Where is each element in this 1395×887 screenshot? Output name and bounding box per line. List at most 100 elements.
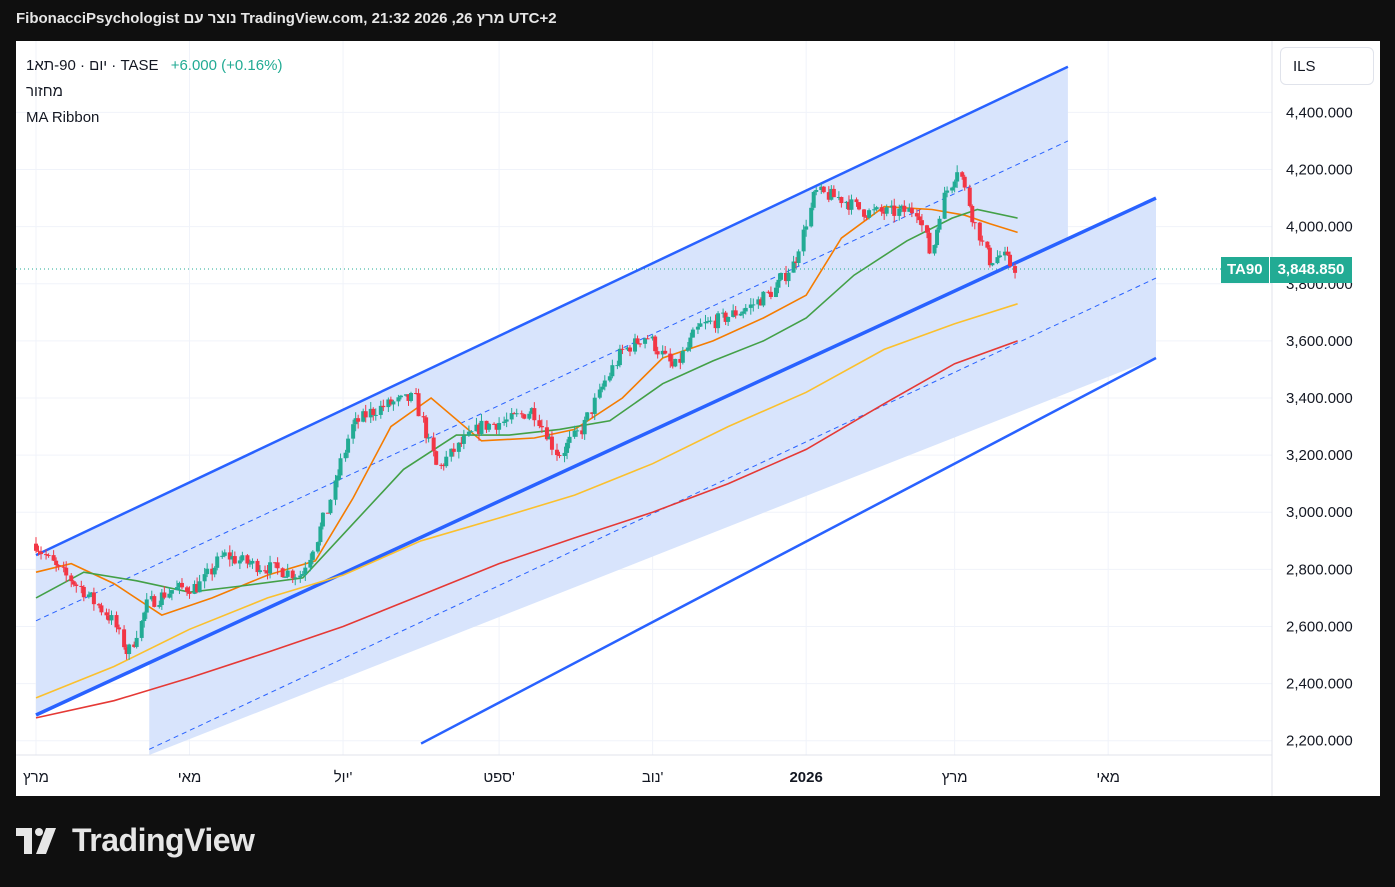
candle-body xyxy=(421,416,426,418)
candle-body xyxy=(89,592,94,595)
candle-body xyxy=(872,209,877,211)
tradingview-logo[interactable]: TradingView xyxy=(16,822,255,859)
candle-body xyxy=(899,205,904,209)
candle-body xyxy=(174,587,179,591)
y-tick-label: 3,400.000 xyxy=(1286,390,1353,407)
candle-body xyxy=(600,386,605,390)
candle-body xyxy=(809,207,814,227)
candle-body xyxy=(602,380,607,387)
candle-body xyxy=(582,419,587,435)
candle-body xyxy=(273,562,278,564)
candle-body xyxy=(678,358,683,363)
candle-body xyxy=(967,187,972,206)
candle-body xyxy=(627,347,632,352)
candle-body xyxy=(620,348,625,350)
currency-button[interactable]: ILS xyxy=(1280,47,1374,85)
candle-body xyxy=(197,581,202,593)
candle-body xyxy=(431,437,436,452)
symbol-row[interactable]: 1יום · 90-תא · TASE +6.000 (+0.16%) xyxy=(26,53,282,79)
channel-upper-line xyxy=(35,65,1069,557)
candle-body xyxy=(645,338,650,340)
candle-body xyxy=(250,560,255,564)
candle-body xyxy=(597,389,602,398)
candle-body xyxy=(185,587,190,592)
y-tick-label: 4,200.000 xyxy=(1286,162,1353,179)
candle-body xyxy=(625,347,630,350)
candle-body xyxy=(867,210,872,218)
candle-body xyxy=(86,594,91,598)
x-tick-label: 2026 xyxy=(789,769,822,786)
candle-body xyxy=(721,312,726,314)
candle-body xyxy=(441,464,446,467)
candle-body xyxy=(487,423,492,430)
candle-body xyxy=(202,574,207,582)
candle-body xyxy=(680,350,685,363)
candle-body xyxy=(263,570,268,572)
candle-body xyxy=(565,442,570,453)
channel-fill-upper xyxy=(36,66,1068,716)
candle-body xyxy=(952,181,957,188)
candle-body xyxy=(245,555,250,564)
candle-body xyxy=(157,605,162,607)
candle-body xyxy=(854,199,859,203)
candle-body xyxy=(829,188,834,200)
candle-body xyxy=(874,207,879,210)
candle-body xyxy=(187,591,192,594)
candle-body xyxy=(444,456,449,467)
candle-body xyxy=(159,592,164,606)
candle-body xyxy=(149,596,154,600)
y-tick-label: 3,200.000 xyxy=(1286,447,1353,464)
candle-body xyxy=(544,427,549,440)
candle-body xyxy=(497,422,502,430)
ma-line xyxy=(35,208,1018,599)
candle-body xyxy=(212,567,217,575)
candle-body xyxy=(265,570,270,574)
candle-body xyxy=(549,436,554,450)
candle-body xyxy=(361,411,366,422)
candle-body xyxy=(96,604,101,606)
x-tick-label: מרץ xyxy=(23,769,49,786)
candle-body xyxy=(439,464,444,466)
candle-body xyxy=(814,190,819,192)
candle-body xyxy=(673,358,678,367)
x-tick-label: ספט' xyxy=(483,769,515,786)
candle-body xyxy=(980,240,985,242)
candle-body xyxy=(416,393,421,417)
candle-body xyxy=(731,310,736,317)
price-tag-value: 3,848.850 xyxy=(1269,257,1353,283)
chart-panel[interactable]: 2,200.000 2,400.000 2,600.000 2,800.000 3,00… xyxy=(16,41,1380,796)
candle-body xyxy=(766,291,771,293)
candle-body xyxy=(703,321,708,324)
candle-body xyxy=(414,393,419,395)
candle-body xyxy=(942,192,947,219)
candle-body xyxy=(104,612,109,616)
symbol-info[interactable]: 1יום · 90-תא · TASE xyxy=(26,57,159,74)
candle-body xyxy=(539,425,544,428)
candle-body xyxy=(403,394,408,396)
candle-body xyxy=(519,413,524,415)
candle-body xyxy=(283,576,288,578)
volume-indicator-label[interactable]: מחזור xyxy=(26,83,63,100)
candle-body xyxy=(386,399,391,408)
candle-body xyxy=(897,208,902,216)
candle-body xyxy=(106,615,111,621)
candle-body xyxy=(310,551,315,560)
candle-body xyxy=(424,417,429,439)
candle-body xyxy=(275,562,280,569)
y-tick-label: 2,600.000 xyxy=(1286,618,1353,635)
candle-body xyxy=(1008,254,1013,267)
candle-body xyxy=(195,584,200,593)
ma-line xyxy=(35,303,1018,699)
price-chart[interactable]: 2,200.000 2,400.000 2,600.000 2,800.000 3,00… xyxy=(16,41,1380,796)
candle-body xyxy=(776,279,781,288)
channel-fill-lower xyxy=(149,198,1156,755)
candle-body xyxy=(268,562,273,574)
ma-ribbon-indicator-label[interactable]: MA Ribbon xyxy=(26,109,100,126)
channel-middle-line xyxy=(35,196,1157,717)
candle-body xyxy=(338,458,343,476)
candle-body xyxy=(502,421,507,423)
candle-body xyxy=(451,448,456,452)
candle-body xyxy=(773,287,778,297)
candle-body xyxy=(371,408,376,415)
candle-body xyxy=(124,647,129,655)
